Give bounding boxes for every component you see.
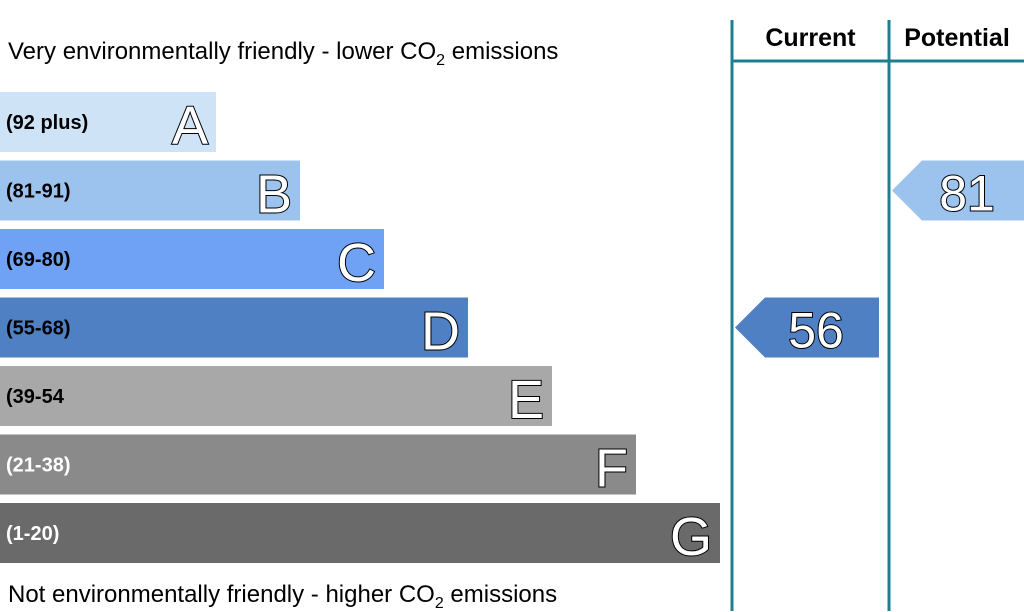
band-bar-f (0, 434, 636, 495)
bottom-caption-suffix: emissions (443, 581, 558, 608)
band-range-a: (92 plus) (6, 112, 88, 134)
bottom-caption: Not environmentally friendly - higher CO… (8, 581, 558, 612)
top-caption: Very environmentally friendly - lower CO… (8, 38, 559, 69)
band-range-e: (39-54 (6, 386, 65, 408)
band-d: (55-68) D (0, 297, 468, 363)
band-c: (69-80) C (0, 229, 384, 294)
band-bar-b (0, 160, 300, 221)
band-b: (81-91) B (0, 160, 300, 226)
band-bar-d (0, 297, 468, 358)
bottom-caption-subscript: 2 (434, 595, 444, 612)
band-bar-c (0, 229, 384, 289)
band-letter-f: F (595, 439, 628, 499)
band-range-c: (69-80) (6, 249, 70, 271)
bottom-caption-text: Not environmentally friendly - higher CO (8, 581, 435, 608)
dividers-layer (730, 20, 1024, 611)
band-letter-g: G (670, 507, 712, 567)
band-letter-a: A (172, 96, 208, 156)
band-g: (1-20) G (0, 503, 720, 568)
band-letter-d: D (421, 302, 460, 362)
potential-rating-arrow: 81 (892, 160, 1024, 223)
band-range-b: (81-91) (6, 181, 70, 203)
band-bar-a (0, 92, 216, 152)
band-f: (21-38) F (0, 434, 636, 500)
bands-layer: (92 plus) A(81-91) B(69-80) C(55-68) D(39-54… (0, 92, 720, 568)
band-letter-b: B (256, 165, 292, 225)
band-e: (39-54 E (0, 366, 552, 431)
band-range-g: (1-20) (6, 523, 59, 545)
band-bar-g (0, 503, 720, 563)
column-header-potential: Potential (904, 24, 1010, 52)
arrows-layer: 56 81 (735, 160, 1024, 360)
potential-rating-value: 81 (939, 166, 995, 222)
top-caption-text: Very environmentally friendly - lower CO (8, 38, 437, 65)
current-rating-value: 56 (788, 303, 844, 359)
top-caption-subscript: 2 (436, 52, 446, 69)
band-a: (92 plus) A (0, 92, 216, 157)
band-range-f: (21-38) (6, 455, 70, 477)
band-bar-e (0, 366, 552, 426)
current-rating-arrow: 56 (735, 297, 879, 360)
top-caption-suffix: emissions (445, 38, 559, 65)
potential-rating-shape (892, 160, 1024, 221)
band-letter-e: E (508, 370, 544, 430)
band-range-d: (55-68) (6, 318, 70, 340)
column-header-current: Current (765, 24, 856, 52)
current-rating-shape (735, 297, 879, 358)
band-letter-c: C (337, 233, 376, 293)
